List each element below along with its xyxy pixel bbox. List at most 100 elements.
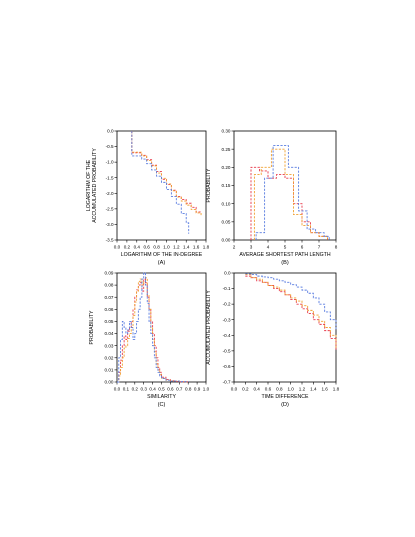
- x-tick-label: 0.0: [231, 387, 238, 392]
- x-tick-label: 3: [250, 245, 253, 250]
- y-tick-label: -0.5: [223, 348, 231, 353]
- series-line-1: [250, 166, 328, 240]
- panel-label: (C): [158, 402, 166, 408]
- x-tick-label: 0.9: [194, 387, 201, 392]
- x-tick-label: 0.0: [114, 387, 121, 392]
- series-line-3: [131, 131, 190, 234]
- x-tick-label: 0.6: [143, 245, 150, 250]
- y-tick-label: 0.02: [105, 355, 114, 360]
- x-tick-label: 4: [267, 245, 270, 250]
- x-tick-label: 1.4: [310, 387, 317, 392]
- x-tick-label: 0.8: [153, 245, 160, 250]
- y-tick-label: 0.04: [105, 331, 114, 336]
- y-tick-label: 0.25: [222, 147, 231, 152]
- y-tick-label: 0.0: [107, 129, 114, 134]
- y-tick-label: -0.3: [223, 317, 231, 322]
- x-tick-label: 0.2: [124, 245, 131, 250]
- y-tick-label: -2.0: [106, 191, 114, 196]
- plot-frame: [116, 130, 207, 241]
- y-axis-label: ACCUMULATED PROBABILITY: [206, 290, 212, 365]
- x-tick-label: 6: [301, 245, 304, 250]
- y-tick-label: -0.1: [223, 286, 231, 291]
- y-tick-label: 0.00: [105, 380, 114, 385]
- x-tick-label: 1.0: [163, 245, 170, 250]
- x-tick-label: 0.6: [265, 387, 272, 392]
- x-tick-label: 0.0: [114, 245, 121, 250]
- chart-panel-1: 0.0 0.2 0.4 0.6 0.8 1.0 1.2 1.4 1.6 1.80.0-0.5-1.…: [86, 129, 210, 266]
- y-tick-label: 0.08: [105, 283, 114, 288]
- x-tick-label: 1.2: [173, 245, 180, 250]
- y-tick-label: -2.5: [106, 206, 114, 211]
- x-axis-label: AVERAGE SHORTEST PATH LENGTH: [239, 252, 330, 258]
- y-tick-label: 0.03: [105, 343, 114, 348]
- x-tick-label: 0.4: [134, 245, 141, 250]
- y-tick-label: -1.5: [106, 175, 114, 180]
- x-tick-label: 8: [335, 245, 338, 250]
- y-tick-label: 0.20: [222, 165, 231, 170]
- y-tick-label: 0.0: [224, 271, 231, 276]
- series-line-3: [255, 145, 330, 240]
- y-axis-label: PROBABILITY: [89, 310, 95, 345]
- series-line-2: [117, 277, 189, 383]
- x-tick-label: 1.0: [203, 387, 210, 392]
- x-axis-label: LOGARITHM OF THE IN-DEGREE: [121, 252, 203, 258]
- y-tick-label: -0.5: [106, 144, 114, 149]
- x-tick-label: 2: [233, 245, 236, 250]
- y-axis-label: ACCUMULATED PROBABILITY: [92, 148, 98, 223]
- plot-frame: [233, 130, 337, 241]
- x-tick-label: 0.5: [158, 387, 165, 392]
- y-tick-label: -0.6: [223, 364, 231, 369]
- series-line-2: [245, 274, 337, 348]
- x-axis-label: SIMILARITY: [147, 394, 176, 400]
- series-line-2: [131, 131, 202, 216]
- y-tick-label: -3.0: [106, 222, 114, 227]
- x-tick-label: 1.0: [287, 387, 294, 392]
- y-tick-label: 0.09: [105, 271, 114, 276]
- x-tick-label: 1.4: [183, 245, 190, 250]
- x-tick-label: 0.2: [132, 387, 139, 392]
- x-tick-label: 0.6: [167, 387, 174, 392]
- x-tick-label: 7: [318, 245, 321, 250]
- x-tick-label: 0.7: [176, 387, 183, 392]
- plot-frame: [233, 272, 337, 383]
- x-axis-label: TIME DIFFERENCE: [262, 394, 310, 400]
- panel-label: (B): [281, 260, 289, 266]
- y-tick-label: 0.05: [105, 319, 114, 324]
- y-tick-label: 0.05: [222, 219, 231, 224]
- series-line-1: [117, 278, 189, 383]
- x-tick-label: 1.6: [193, 245, 200, 250]
- y-axis-label: LOGARITHM OF THE: [86, 159, 92, 211]
- y-tick-label: -0.7: [223, 380, 231, 385]
- plot-frame: [116, 272, 207, 383]
- chart-panel-4: 0.0 0.2 0.4 0.6 0.8 1.0 1.2 1.4 1.6 1.8 0.0 -0.1 -0.…: [206, 271, 340, 408]
- y-tick-label: 0.15: [222, 183, 231, 188]
- y-tick-label: 0.07: [105, 295, 114, 300]
- x-tick-label: 0.8: [185, 387, 192, 392]
- panel-label: (D): [281, 402, 289, 408]
- x-tick-label: 0.2: [242, 387, 249, 392]
- x-tick-label: 0.8: [276, 387, 283, 392]
- y-tick-label: 0.06: [105, 307, 114, 312]
- series-line-2: [253, 148, 328, 240]
- x-tick-label: 0.1: [123, 387, 130, 392]
- x-tick-label: 5: [284, 245, 287, 250]
- chart-panel-3: 0.0 0.1 0.2 0.3 0.4 0.5 0.6 0.7 0.8 0.9 1.0 0.00 0.0…: [89, 271, 210, 408]
- x-tick-label: 1.8: [333, 387, 340, 392]
- x-tick-label: 1.2: [299, 387, 306, 392]
- y-tick-label: 0.01: [105, 367, 114, 372]
- series-line-3: [245, 273, 337, 331]
- y-axis-label: PROBABILITY: [206, 168, 212, 203]
- series-line-3: [117, 272, 189, 383]
- y-tick-label: -0.2: [223, 302, 231, 307]
- series-line-1: [245, 275, 337, 351]
- y-tick-label: 0.00: [222, 238, 231, 243]
- x-tick-label: 1.8: [203, 245, 210, 250]
- y-tick-label: -1.0: [106, 160, 114, 165]
- x-tick-label: 0.4: [149, 387, 156, 392]
- y-tick-label: 0.10: [222, 201, 231, 206]
- x-tick-label: 0.3: [141, 387, 148, 392]
- y-tick-label: -0.4: [223, 333, 231, 338]
- x-tick-label: 0.4: [253, 387, 260, 392]
- chart-panel-2: 2 3 4 5 6 7 8 0.00 0.05 0.10 0.15 0.20 0.25 0.30 AVERA…: [206, 129, 338, 266]
